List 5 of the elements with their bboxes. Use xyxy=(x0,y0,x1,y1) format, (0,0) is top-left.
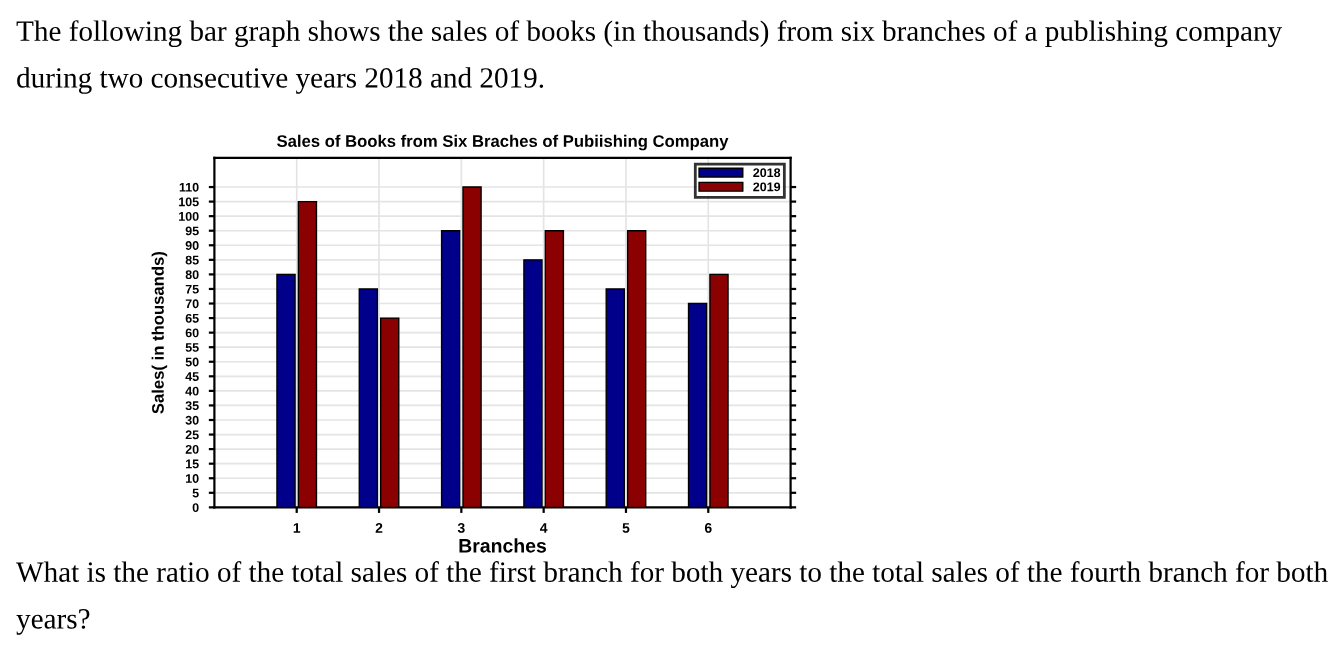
text: What is the ratio of the total sales of the first branch for both years to the total sales of the fourth branch for both years? xyxy=(16,561,1328,635)
x-axis-title: Branches xyxy=(459,538,547,553)
text: The following bar graph shows the sales of books (in thousands) from six branches of a publishing company during two consecutive years 2018 and 2019. xyxy=(16,20,1283,94)
y-axis-title: Sales( in thousands) xyxy=(151,251,168,414)
chart-title: Sales of Books from Six Braches of Pubiishing Company xyxy=(277,134,729,151)
